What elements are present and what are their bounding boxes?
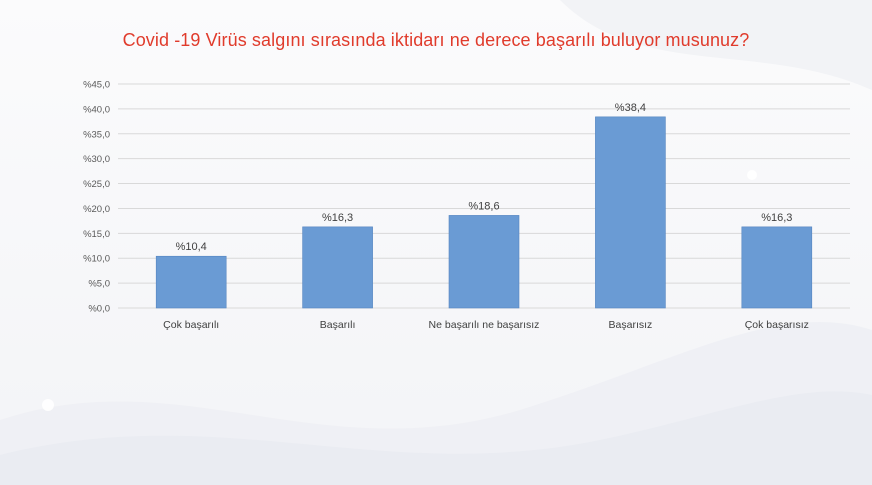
x-category-label: Çok başarısız — [745, 319, 809, 331]
y-tick-label: %45,0 — [83, 80, 110, 91]
x-category-label: Ne başarılı ne başarısız — [429, 319, 540, 331]
y-tick-label: %5,0 — [88, 279, 110, 290]
y-tick-label: %35,0 — [83, 129, 110, 140]
x-category-label: Başarılı — [320, 319, 356, 331]
y-tick-label: %10,0 — [83, 254, 110, 265]
y-axis-ticks: %0,0 %5,0 %10,0 %15,0 %20,0 %25,0 %30,0 %35,0 %4… — [83, 80, 110, 315]
chart-title: Covid -19 Virüs salgını sırasında iktida… — [122, 30, 750, 50]
data-label: %16,3 — [322, 212, 353, 224]
bar — [155, 255, 227, 309]
x-category-label: Çok başarılı — [163, 319, 219, 331]
y-tick-label: %25,0 — [83, 179, 110, 190]
bar — [448, 215, 520, 309]
bar — [302, 226, 373, 309]
data-labels: %10,4 %16,3 %18,6 %38,4 %16,3 — [176, 102, 793, 253]
data-label: %10,4 — [176, 241, 207, 253]
data-label: %16,3 — [761, 212, 792, 224]
data-label: %38,4 — [615, 102, 646, 114]
y-tick-label: %40,0 — [83, 104, 110, 115]
y-tick-label: %30,0 — [83, 154, 110, 165]
y-tick-label: %15,0 — [83, 229, 110, 240]
bar — [741, 226, 813, 309]
x-axis-categories: Çok başarılı Başarılı Ne başarılı ne başar… — [163, 319, 809, 331]
bars — [155, 116, 813, 309]
y-tick-label: %20,0 — [83, 204, 110, 215]
y-tick-label: %0,0 — [88, 304, 110, 315]
bar — [595, 116, 666, 309]
data-label: %18,6 — [468, 200, 499, 212]
x-category-label: Başarısız — [609, 319, 653, 331]
